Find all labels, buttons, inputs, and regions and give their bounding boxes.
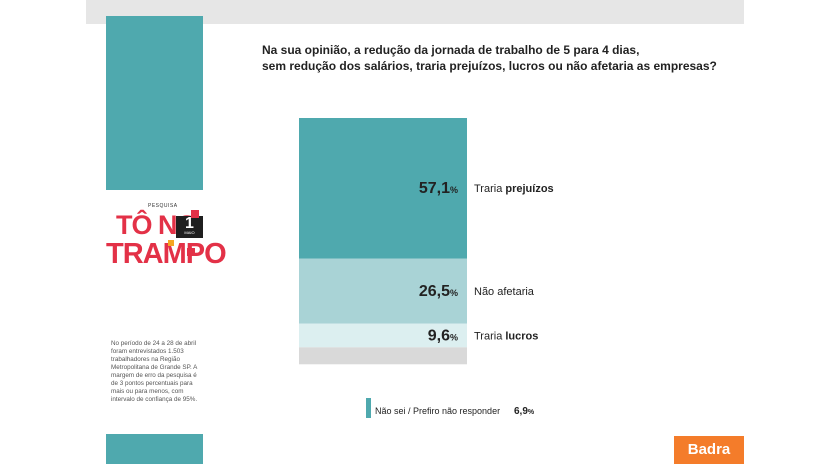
sidebar: PESQUISA TÔ NO 1 MAIO TRAMPO No período … [106,16,227,464]
logo-date-badge: 1 MAIO [176,216,203,238]
question-line-1: Na sua opinião, a redução da jornada de … [262,43,640,57]
legend-value-number: 6,9 [514,406,528,417]
logo-square-red-2 [187,248,195,256]
value-label-1: 26,5% [419,283,458,300]
legend-value: 6,9% [514,406,534,417]
category-label-0: Traria prejuízos [474,183,554,195]
sidebar-color-block-bottom [106,434,203,464]
category-label-2: Traria lucros [474,331,538,343]
logo-pesquisa-text: PESQUISA [148,203,178,209]
value-label-2: 9,6% [428,328,458,345]
bar-segment-1 [299,258,467,324]
methodology-note: No período de 24 a 28 de abril foram ent… [111,340,198,403]
sidebar-color-block [106,16,203,190]
logo-badge-number: 1 [185,215,194,232]
bar-segment-3 [299,347,467,365]
chart-question: Na sua opinião, a redução da jornada de … [262,42,722,74]
survey-logo: PESQUISA TÔ NO 1 MAIO TRAMPO [106,196,227,296]
logo-square-red [191,210,199,218]
logo-square-orange [168,240,174,246]
logo-line2: TRAMPO [106,238,227,270]
legend-swatch [366,398,371,418]
legend-value-unit: % [527,409,535,416]
question-line-2: sem redução dos salários, traria prejuíz… [262,59,717,73]
value-label-0: 57,1% [419,180,458,197]
brand-logo: Badra [674,436,744,464]
bar-segment-2 [299,323,467,348]
logo-badge-month: MAIO [184,230,195,235]
bar-segment-0 [299,118,467,259]
category-label-1: Não afetaria [474,286,535,298]
legend-label: Não sei / Prefiro não responder [375,406,501,416]
